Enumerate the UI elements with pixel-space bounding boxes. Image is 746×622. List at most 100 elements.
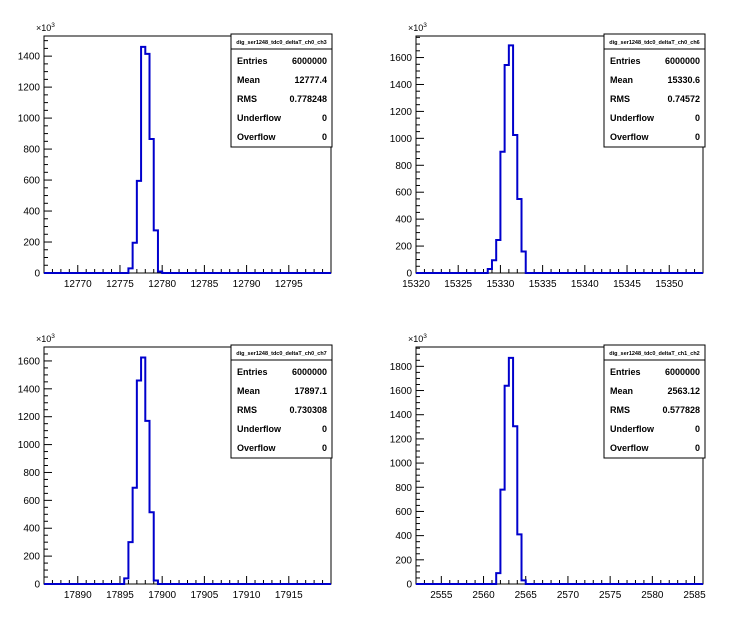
y-tick-label: 1600 — [18, 356, 41, 367]
x-tick-label: 2580 — [641, 590, 664, 601]
y-tick-label: 1200 — [390, 107, 413, 118]
stats-value: 6000000 — [292, 367, 327, 377]
y-tick-label: 800 — [395, 483, 412, 494]
x-tick-label: 17900 — [148, 590, 176, 601]
y-tick-label: 600 — [395, 507, 412, 518]
stats-value: 15330.6 — [667, 75, 700, 85]
stats-label: Underflow — [237, 424, 282, 434]
stats-value: 0.778248 — [289, 94, 327, 104]
x-tick-label: 2560 — [472, 590, 495, 601]
stats-label: Mean — [237, 75, 260, 85]
x-tick-label: 17910 — [233, 590, 261, 601]
y-tick-label: 400 — [23, 524, 40, 535]
stats-label: Overflow — [237, 443, 277, 453]
stats-value: 0.730308 — [289, 405, 327, 415]
stats-title: dig_ser1248_tdc0_deltaT_ch1_ch2 — [609, 351, 700, 357]
x-tick-label: 15340 — [571, 279, 599, 290]
y-tick-label: 800 — [395, 161, 412, 172]
y-tick-label: 1400 — [18, 384, 41, 395]
x-tick-label: 15350 — [655, 279, 683, 290]
histogram-line — [44, 45, 331, 274]
y-exponent-label: ×103 — [36, 333, 55, 344]
stats-label: Overflow — [237, 132, 277, 142]
y-tick-label: 1400 — [390, 80, 413, 91]
x-tick-label: 15320 — [402, 279, 430, 290]
stats-label: Entries — [610, 367, 641, 377]
y-tick-label: 600 — [395, 188, 412, 199]
y-tick-label: 1400 — [390, 410, 413, 421]
y-exponent-label: ×103 — [408, 22, 427, 33]
stats-title: dig_ser1248_tdc0_deltaT_ch0_ch6 — [609, 40, 700, 46]
stats-box — [230, 344, 333, 459]
y-tick-label: 0 — [34, 269, 40, 280]
y-tick-label: 1000 — [390, 459, 413, 470]
stats-value: 0 — [322, 443, 327, 453]
y-tick-label: 1600 — [390, 386, 413, 397]
histogram-panel: 17890 17895 17900 17905 17910 17915 0 200 400 600… — [18, 333, 333, 601]
stats-value: 0 — [695, 443, 700, 453]
x-tick-label: 17895 — [106, 590, 134, 601]
stats-value: 6000000 — [665, 367, 700, 377]
x-tick-label: 12790 — [233, 279, 261, 290]
stats-label: Underflow — [237, 113, 282, 123]
y-tick-label: 1000 — [18, 440, 41, 451]
y-tick-label: 1200 — [390, 434, 413, 445]
y-tick-label: 800 — [23, 145, 40, 156]
x-tick-label: 15330 — [487, 279, 515, 290]
histogram-line — [416, 356, 703, 585]
stats-value: 2563.12 — [667, 386, 700, 396]
stats-title: dig_ser1248_tdc0_deltaT_ch0_ch3 — [236, 40, 327, 46]
stats-label: Overflow — [610, 443, 650, 453]
stats-value: 0 — [695, 132, 700, 142]
stats-label: RMS — [237, 405, 257, 415]
x-tick-label: 2575 — [599, 590, 622, 601]
y-tick-label: 800 — [23, 468, 40, 479]
x-tick-label: 2555 — [430, 590, 453, 601]
stats-label: Underflow — [610, 424, 655, 434]
y-tick-label: 400 — [23, 207, 40, 218]
stats-value: 0 — [322, 132, 327, 142]
x-tick-label: 12780 — [148, 279, 176, 290]
x-tick-label: 12770 — [64, 279, 92, 290]
y-tick-label: 600 — [23, 176, 40, 187]
y-tick-label: 200 — [395, 242, 412, 253]
y-tick-label: 200 — [23, 552, 40, 563]
y-tick-label: 1600 — [390, 53, 413, 64]
stats-value: 0.74572 — [667, 94, 700, 104]
y-tick-label: 400 — [395, 531, 412, 542]
x-tick-label: 17890 — [64, 590, 92, 601]
x-tick-label: 2570 — [557, 590, 580, 601]
x-tick-label: 12775 — [106, 279, 134, 290]
stats-label: Overflow — [610, 132, 650, 142]
x-tick-label: 15345 — [613, 279, 641, 290]
histogram-panel: 12770 12775 12780 12785 12790 12795 0 200 400 600… — [18, 22, 333, 290]
stats-label: RMS — [237, 94, 257, 104]
stats-value: 0 — [322, 424, 327, 434]
stats-value: 0 — [322, 113, 327, 123]
y-tick-label: 1800 — [390, 362, 413, 373]
stats-label: Underflow — [610, 113, 655, 123]
stats-value: 0 — [695, 424, 700, 434]
stats-label: RMS — [610, 94, 630, 104]
x-tick-label: 15335 — [529, 279, 557, 290]
stats-value: 6000000 — [665, 56, 700, 66]
x-tick-label: 17915 — [275, 590, 303, 601]
y-tick-label: 1200 — [18, 412, 41, 423]
stats-box — [230, 33, 333, 148]
stats-value: 6000000 — [292, 56, 327, 66]
histogram-line — [44, 356, 331, 585]
stats-label: Mean — [610, 75, 633, 85]
y-tick-label: 0 — [406, 580, 412, 591]
stats-label: Entries — [237, 56, 268, 66]
stats-label: Mean — [610, 386, 633, 396]
y-exponent-label: ×103 — [408, 333, 427, 344]
stats-value: 17897.1 — [294, 386, 327, 396]
stats-label: Mean — [237, 386, 260, 396]
stats-value: 0 — [695, 113, 700, 123]
y-tick-label: 0 — [406, 269, 412, 280]
stats-label: Entries — [610, 56, 641, 66]
x-tick-label: 12785 — [190, 279, 218, 290]
histogram-line — [416, 44, 703, 274]
stats-box — [603, 344, 706, 459]
